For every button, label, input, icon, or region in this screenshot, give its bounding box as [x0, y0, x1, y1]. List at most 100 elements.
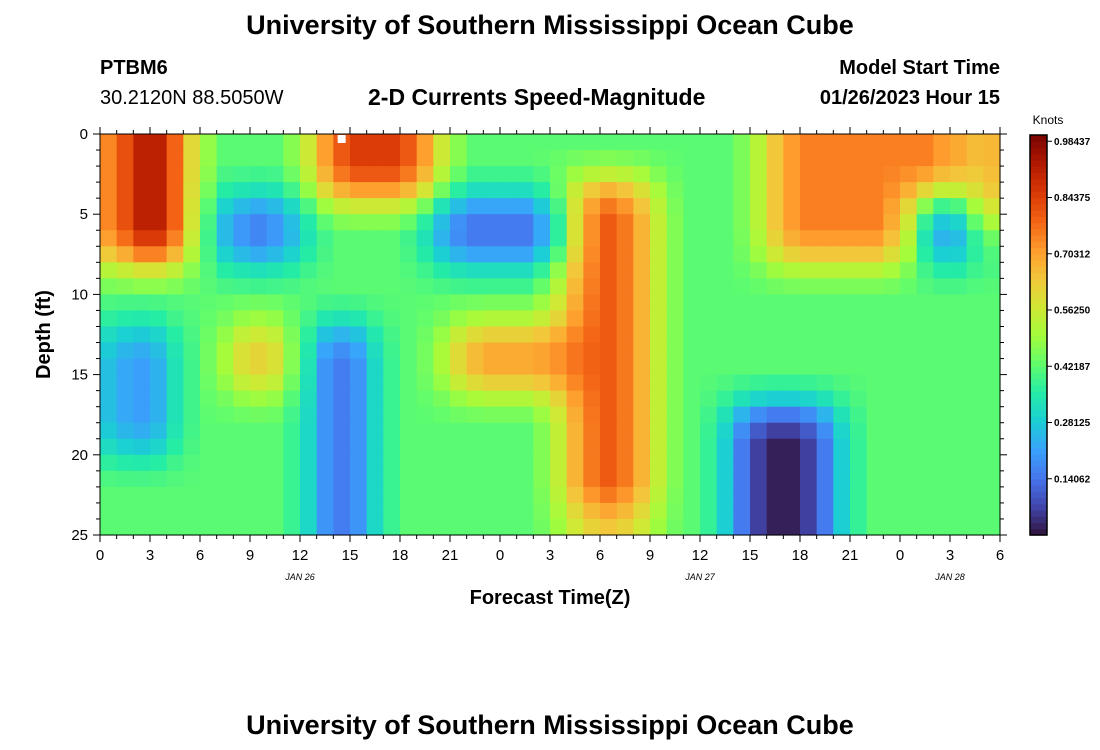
heatmap-cell	[400, 422, 418, 440]
heatmap-cell	[733, 390, 751, 408]
heatmap-cell	[800, 358, 818, 376]
heatmap-cell	[283, 470, 301, 488]
heatmap-cell	[550, 262, 568, 279]
colorbar-step	[1030, 360, 1047, 367]
heatmap-cell	[716, 134, 734, 151]
heatmap-cell	[766, 198, 784, 215]
heatmap-cell	[733, 470, 751, 488]
heatmap-cell	[283, 262, 301, 279]
heatmap-cell	[816, 486, 834, 504]
heatmap-cell	[233, 422, 251, 440]
heatmap-cell	[950, 246, 968, 263]
heatmap-cell	[316, 454, 334, 472]
heatmap-cell	[533, 294, 551, 312]
heatmap-cell	[350, 342, 368, 360]
heatmap-cell	[566, 470, 584, 488]
heatmap-cell	[266, 486, 284, 504]
heatmap-cell	[566, 454, 584, 472]
heatmap-cell	[116, 150, 134, 167]
heatmap-cell	[583, 374, 601, 392]
heatmap-cell	[333, 390, 351, 408]
heatmap-cell	[350, 246, 368, 263]
heatmap-cell	[633, 134, 651, 151]
heatmap-cell	[850, 278, 868, 295]
heatmap-cell	[483, 310, 501, 328]
heatmap-cell	[283, 310, 301, 328]
heatmap-cell	[566, 134, 584, 151]
colorbar-step	[1030, 510, 1047, 517]
heatmap-cell	[200, 230, 218, 247]
heatmap-cell	[216, 246, 234, 263]
heatmap-cell	[816, 166, 834, 183]
heatmap-cell	[750, 198, 768, 215]
heatmap-cell	[900, 502, 918, 520]
heatmap-cell	[983, 262, 1001, 279]
y-tick-label: 0	[80, 126, 88, 143]
heatmap-cell	[733, 278, 751, 295]
heatmap-cell	[400, 486, 418, 504]
heatmap-cell	[450, 182, 468, 199]
heatmap-cell	[850, 422, 868, 440]
heatmap-cell	[383, 374, 401, 392]
heatmap-cell	[950, 278, 968, 295]
heatmap-cell	[233, 470, 251, 488]
heatmap-cell	[216, 470, 234, 488]
heatmap-cell	[800, 310, 818, 328]
heatmap-cell	[283, 518, 301, 536]
heatmap-cell	[400, 342, 418, 360]
heatmap-cell	[100, 214, 118, 231]
heatmap-cell	[833, 246, 851, 263]
heatmap-cell	[383, 406, 401, 424]
heatmap-cell	[466, 406, 484, 424]
heatmap-cell	[300, 262, 318, 279]
colorbar-step	[1030, 403, 1047, 411]
heatmap-cell	[383, 454, 401, 472]
heatmap-cell	[966, 310, 984, 328]
colorbar-step	[1030, 185, 1047, 192]
heatmap-cell	[483, 486, 501, 504]
heatmap-cell	[100, 518, 118, 536]
heatmap-cell	[850, 390, 868, 408]
heatmap-cell	[366, 182, 384, 199]
heatmap-cell	[850, 486, 868, 504]
heatmap-cell	[966, 294, 984, 312]
heatmap-cell	[533, 390, 551, 408]
heatmap-cell	[866, 278, 884, 295]
heatmap-cell	[550, 326, 568, 344]
heatmap-cell	[366, 166, 384, 183]
heatmap-cell	[800, 246, 818, 263]
heatmap-cell	[333, 358, 351, 376]
heatmap-cell	[383, 294, 401, 312]
heatmap-cell	[833, 406, 851, 424]
heatmap-cell	[733, 358, 751, 376]
heatmap-cell	[783, 486, 801, 504]
heatmap-cell	[233, 278, 251, 295]
heatmap-cell	[416, 134, 434, 151]
heatmap-cell	[350, 470, 368, 488]
heatmap-cell	[866, 502, 884, 520]
heatmap-cell	[116, 230, 134, 247]
heatmap-cell	[250, 390, 268, 408]
heatmap-cell	[683, 182, 701, 199]
heatmap-cell	[650, 310, 668, 328]
heatmap-cell	[916, 262, 934, 279]
heatmap-cell	[783, 166, 801, 183]
heatmap-cell	[333, 438, 351, 456]
heatmap-cell	[633, 262, 651, 279]
heatmap-cell	[833, 438, 851, 456]
colorbar-step	[1030, 422, 1047, 430]
heatmap-cell	[350, 262, 368, 279]
heatmap-cell	[333, 246, 351, 263]
heatmap-cell	[883, 326, 901, 344]
heatmap-cell	[583, 438, 601, 456]
heatmap-cell	[716, 262, 734, 279]
heatmap-cell	[216, 230, 234, 247]
heatmap-cell	[250, 134, 268, 151]
heatmap-cell	[900, 374, 918, 392]
heatmap-cell	[416, 502, 434, 520]
heatmap-cell	[716, 358, 734, 376]
heatmap-cell	[166, 278, 184, 295]
heatmap-cell	[416, 438, 434, 456]
heatmap-cell	[266, 246, 284, 263]
heatmap-cell	[300, 166, 318, 183]
